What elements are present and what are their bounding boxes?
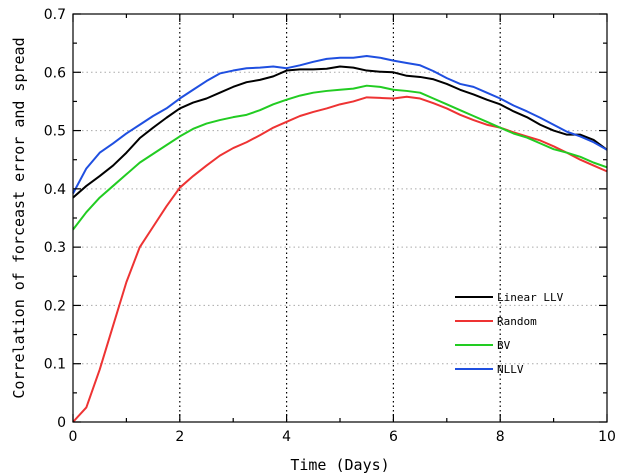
legend-label: Random bbox=[497, 315, 537, 328]
series-layer bbox=[72, 54, 608, 423]
y-axis-title: Correlation of forceast error and spread bbox=[10, 37, 28, 398]
y-tick-label: 0.2 bbox=[44, 298, 66, 314]
y-tick-label: 0.3 bbox=[44, 240, 66, 256]
y-tick-label: 0.6 bbox=[44, 65, 66, 81]
y-tick-label: 0.4 bbox=[44, 182, 66, 198]
tick-labels: 0 2 4 6 8 10 0 0.1 0.2 0.3 0.4 0.5 0.6 0.7 bbox=[44, 7, 616, 445]
y-tick-label: 0.1 bbox=[44, 357, 66, 373]
y-tick-label: 0.5 bbox=[44, 124, 66, 140]
ticks bbox=[72, 13, 608, 423]
x-tick-label: 6 bbox=[389, 429, 398, 445]
series-line-random bbox=[72, 95, 608, 423]
legend-label: Linear LLV bbox=[497, 291, 564, 304]
y-tick-label: 0 bbox=[57, 415, 66, 431]
series-line-nllv bbox=[72, 54, 608, 194]
legend-label: BV bbox=[497, 339, 511, 352]
legend: Linear LLV Random BV NLLV bbox=[455, 291, 564, 376]
x-tick-label: 8 bbox=[496, 429, 505, 445]
y-tick-label: 0.7 bbox=[44, 7, 66, 23]
series-line-linear-llv bbox=[72, 65, 608, 199]
x-tick-label: 4 bbox=[282, 429, 291, 445]
x-tick-label: 2 bbox=[175, 429, 184, 445]
legend-label: NLLV bbox=[497, 363, 524, 376]
grid bbox=[73, 14, 607, 422]
series-line-bv bbox=[72, 84, 608, 231]
x-axis-title: Time (Days) bbox=[290, 456, 389, 474]
x-tick-label: 0 bbox=[69, 429, 78, 445]
x-tick-label: 10 bbox=[598, 429, 616, 445]
